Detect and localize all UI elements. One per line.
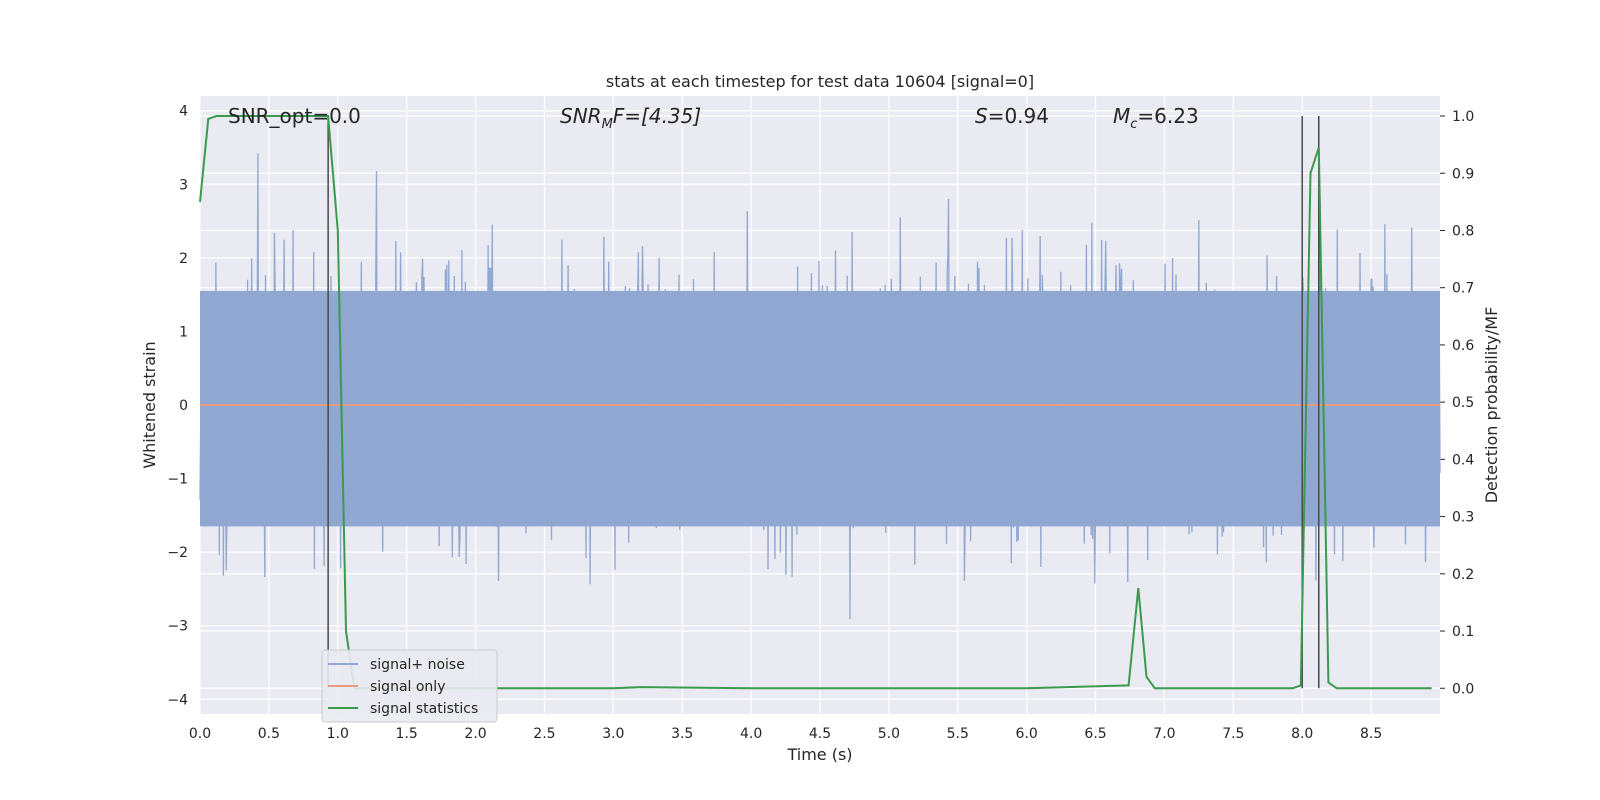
- x-tick-label: 1.0: [327, 726, 349, 742]
- series-signal-noise: [199, 153, 1441, 620]
- y2-axis-title: Detection probability/MF: [1482, 307, 1501, 504]
- y2-tick-label: 0.0: [1452, 681, 1474, 697]
- x-tick-label: 6.5: [1084, 726, 1106, 742]
- y-tick-labels: 4 3 2 1 0 −1 −2 −3 −4: [167, 104, 188, 709]
- y-tick-label: −4: [167, 692, 188, 708]
- x-tick-labels: 0.0 0.5 1.0 1.5 2.0 2.5 3.0 3.5 4.0 4.5 5.0 5.5 6.0 6…: [189, 726, 1382, 742]
- annotation-mc-rest: =6.23: [1137, 104, 1198, 128]
- x-tick-label: 8.5: [1360, 726, 1382, 742]
- y-tick-label: 2: [179, 251, 188, 267]
- x-tick-label: 4.0: [740, 726, 762, 742]
- y-tick-label: 0: [179, 398, 188, 414]
- y2-tick-label: 0.8: [1452, 223, 1474, 239]
- legend: signal+ noise signal only signal statist…: [321, 649, 498, 723]
- x-tick-label: 5.0: [878, 726, 900, 742]
- x-tick-label: 2.0: [464, 726, 486, 742]
- y2-tick-label: 0.6: [1452, 338, 1474, 354]
- y2-tick-label: 0.2: [1452, 567, 1474, 583]
- y-tick-label: 1: [179, 324, 188, 340]
- annotation-snr-mf-rest: F=[4.35]: [613, 104, 701, 128]
- annotation-mc-sub: c: [1130, 117, 1137, 132]
- x-tick-label: 0.0: [189, 726, 211, 742]
- x-axis-title: Time (s): [786, 745, 852, 764]
- chart-title: stats at each timestep for test data 106…: [606, 72, 1034, 91]
- legend-box: [321, 649, 498, 723]
- legend-label-signal-noise: signal+ noise: [370, 657, 465, 673]
- x-tick-label: 7.0: [1153, 726, 1175, 742]
- annotation-snr-mf: SNRMF=[4.35]: [560, 104, 701, 132]
- y2-tick-label: 0.7: [1452, 281, 1474, 297]
- y-axis-title: Whitened strain: [140, 341, 159, 468]
- annotation-snr-opt: SNR_opt=0.0: [228, 104, 361, 128]
- x-tick-label: 3.5: [671, 726, 693, 742]
- legend-label-signal-statistics: signal statistics: [370, 701, 478, 717]
- y2-tick-label: 1.0: [1452, 109, 1474, 125]
- x-tick-label: 2.5: [533, 726, 555, 742]
- annotation-s-rest: =0.94: [988, 104, 1049, 128]
- x-tick-label: 6.0: [1016, 726, 1038, 742]
- y2-tick-label: 0.3: [1452, 510, 1474, 526]
- legend-label-signal-only: signal only: [370, 679, 445, 695]
- x-tick-label: 4.5: [809, 726, 831, 742]
- y-tick-label: −2: [167, 545, 188, 561]
- x-tick-label: 7.5: [1222, 726, 1244, 742]
- y-tick-label: 3: [179, 177, 188, 193]
- annotation-s-main: S: [975, 104, 988, 128]
- x-tick-label: 1.5: [396, 726, 418, 742]
- y2-tick-label: 0.9: [1452, 166, 1474, 182]
- y-tick-label: −3: [167, 619, 188, 635]
- series-signal-statistics: [199, 115, 1432, 690]
- x-tick-label: 3.0: [602, 726, 624, 742]
- y2-tick-label: 0.1: [1452, 624, 1474, 640]
- y-tick-label: −1: [167, 472, 188, 488]
- annotation-mc-main: M: [1113, 104, 1130, 128]
- statistics-line: [199, 115, 1432, 690]
- y-tick-label: 4: [179, 104, 188, 120]
- x-tick-label: 0.5: [258, 726, 280, 742]
- noise-trace: [199, 153, 1441, 620]
- annotation-mc: Mc=6.23: [1113, 104, 1199, 132]
- x-tick-label: 8.0: [1291, 726, 1313, 742]
- y2-tick-label: 0.4: [1452, 452, 1474, 468]
- x-tick-label: 5.5: [947, 726, 969, 742]
- y2-tick-label: 0.5: [1452, 395, 1474, 411]
- annotation-snr-mf-main: SNR: [560, 104, 602, 128]
- annotation-snr-mf-sub: M: [602, 117, 613, 132]
- annotation-s: S=0.94: [975, 104, 1049, 128]
- y2-tick-labels: 1.0 0.9 0.8 0.7 0.6 0.5 0.4 0.3 0.2 0.1 0.0: [1452, 109, 1474, 697]
